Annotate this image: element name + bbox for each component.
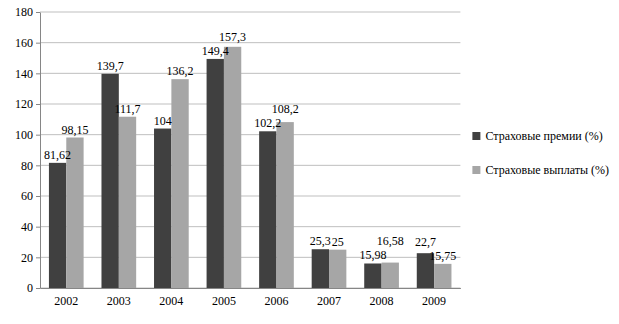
y-tick: 160 bbox=[15, 36, 40, 50]
y-tick-label: 0 bbox=[27, 281, 33, 295]
y-tick-mark bbox=[36, 227, 40, 228]
legend-swatch bbox=[472, 166, 480, 174]
x-tick: 2006 bbox=[264, 288, 288, 308]
y-tick-label: 180 bbox=[15, 5, 33, 19]
y-tick: 20 bbox=[21, 251, 40, 265]
data-label: 139,7 bbox=[97, 59, 124, 73]
data-label: 15,98 bbox=[359, 248, 386, 262]
y-tick-mark bbox=[36, 196, 40, 197]
bar bbox=[207, 59, 224, 288]
y-tick-label: 40 bbox=[21, 220, 33, 234]
grid-line bbox=[40, 42, 460, 43]
y-tick: 100 bbox=[15, 128, 40, 142]
data-label: 25,3 bbox=[310, 234, 331, 248]
chart: Страховые премии (%) Страховые выплаты (%… bbox=[0, 0, 619, 324]
bar bbox=[329, 250, 346, 288]
bar bbox=[364, 263, 381, 288]
x-tick: 2005 bbox=[212, 288, 236, 308]
legend-swatch bbox=[472, 132, 480, 140]
x-tick-label: 2009 bbox=[422, 294, 446, 308]
x-tick-label: 2007 bbox=[317, 294, 341, 308]
x-tick: 2004 bbox=[159, 288, 183, 308]
grid bbox=[40, 12, 460, 288]
data-label: 98,15 bbox=[61, 123, 88, 137]
y-tick: 60 bbox=[21, 189, 40, 203]
data-label: 149,4 bbox=[202, 44, 229, 58]
y-tick-mark bbox=[36, 135, 40, 136]
legend-label: Страховые премии (%) bbox=[485, 129, 602, 143]
x-tick: 2008 bbox=[370, 288, 394, 308]
y-tick-label: 20 bbox=[21, 251, 33, 265]
y-tick-mark bbox=[36, 73, 40, 74]
y-tick-label: 140 bbox=[15, 67, 33, 81]
bar bbox=[259, 131, 276, 288]
bar bbox=[119, 117, 136, 288]
x-tick: 2007 bbox=[317, 288, 341, 308]
y-tick-label: 80 bbox=[21, 159, 33, 173]
y-tick-mark bbox=[36, 104, 40, 105]
y-tick: 180 bbox=[15, 5, 40, 19]
bar bbox=[171, 79, 188, 288]
grid-line bbox=[40, 73, 460, 74]
y-tick: 140 bbox=[15, 67, 40, 81]
y-axis-line bbox=[40, 13, 41, 289]
x-tick: 2002 bbox=[54, 288, 78, 308]
bar bbox=[276, 122, 293, 288]
bar bbox=[312, 249, 329, 288]
data-label: 111,7 bbox=[114, 102, 140, 116]
legend-label: Страховые выплаты (%) bbox=[485, 163, 609, 177]
x-tick-label: 2002 bbox=[54, 294, 78, 308]
y-tick-mark bbox=[36, 12, 40, 13]
y-tick: 80 bbox=[21, 159, 40, 173]
data-labels: 81,62 139,7 104 149,4 102,2 25,3 15,98 22,7 98,1… bbox=[44, 30, 456, 263]
legend: Страховые премии (%) Страховые выплаты (%… bbox=[472, 129, 609, 177]
data-label: 104 bbox=[154, 114, 172, 128]
x-tick-label: 2003 bbox=[107, 294, 131, 308]
y-tick: 120 bbox=[15, 97, 40, 111]
y-tick-mark bbox=[36, 257, 40, 258]
x-tick-label: 2005 bbox=[212, 294, 236, 308]
x-tick: 2009 bbox=[422, 288, 446, 308]
x-tick: 2003 bbox=[107, 288, 131, 308]
bars bbox=[49, 47, 452, 288]
bar bbox=[224, 47, 241, 288]
bar bbox=[434, 264, 451, 288]
y-tick-label: 100 bbox=[15, 128, 33, 142]
bar-series bbox=[49, 59, 434, 288]
y-axis: 0 20 40 60 80 100 120 140 160 180 bbox=[15, 5, 41, 295]
bar bbox=[382, 263, 399, 288]
x-axis: 2002 2003 2004 2005 2006 2007 2008 2009 bbox=[41, 288, 461, 308]
data-label: 16,58 bbox=[377, 234, 404, 248]
legend-item: Страховые выплаты (%) bbox=[472, 163, 609, 177]
data-label: 108,2 bbox=[272, 102, 299, 116]
y-tick-mark bbox=[36, 165, 40, 166]
data-label: 136,2 bbox=[167, 64, 194, 78]
y-tick-mark bbox=[36, 43, 40, 44]
data-label: 157,3 bbox=[219, 30, 246, 44]
y-tick: 0 bbox=[27, 281, 40, 295]
x-axis-line bbox=[41, 288, 461, 289]
x-tick-label: 2006 bbox=[264, 294, 288, 308]
y-tick-label: 160 bbox=[15, 36, 33, 50]
bar-series bbox=[66, 47, 451, 288]
y-tick-mark bbox=[36, 288, 40, 289]
y-tick-label: 120 bbox=[15, 97, 33, 111]
y-tick: 40 bbox=[21, 220, 40, 234]
data-label: 15,75 bbox=[429, 249, 456, 263]
bar bbox=[49, 163, 66, 288]
x-tick-label: 2004 bbox=[159, 294, 183, 308]
data-label: 25 bbox=[332, 235, 344, 249]
bar bbox=[154, 129, 171, 288]
x-tick-label: 2008 bbox=[370, 294, 394, 308]
grid-line bbox=[40, 12, 460, 13]
data-label: 22,7 bbox=[415, 235, 436, 249]
y-tick-label: 60 bbox=[21, 189, 33, 203]
data-label: 102,2 bbox=[254, 116, 281, 130]
legend-item: Страховые премии (%) bbox=[472, 129, 602, 143]
data-label: 81,62 bbox=[44, 148, 71, 162]
